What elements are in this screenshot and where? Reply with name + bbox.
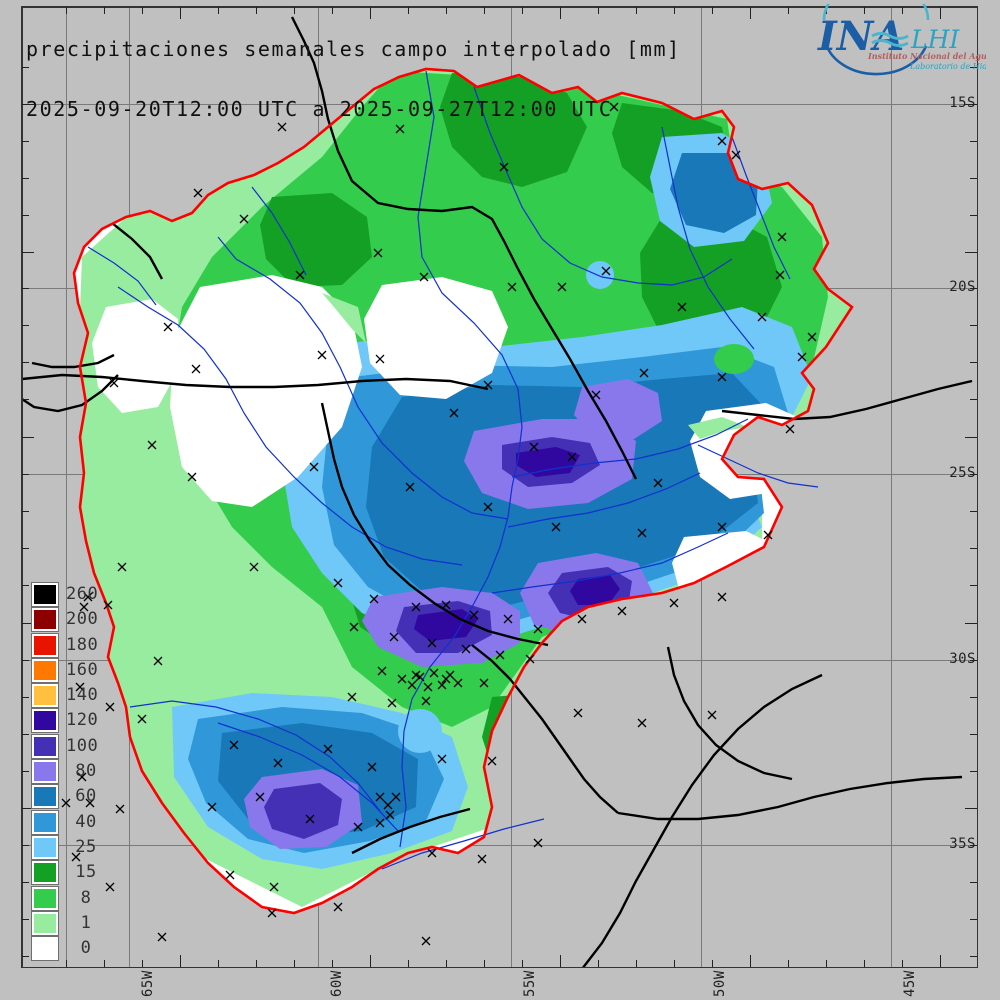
river-ne-trib xyxy=(661,126,755,350)
lat-label-15s: 15S xyxy=(949,95,976,111)
river-uruguay-lower xyxy=(697,444,819,488)
lat-label-25s: 25S xyxy=(949,465,976,481)
country-borders xyxy=(22,16,973,967)
gridline-lon-65w xyxy=(66,7,67,967)
legend-label-200: 200 xyxy=(66,609,99,630)
figure-title-block: precipitaciones semanales campo interpol… xyxy=(26,2,681,157)
ina-lhi-logo: INA LHI Instituto Nacional del Agua Labo… xyxy=(810,0,1000,78)
legend-label-260: 260 xyxy=(66,584,99,604)
legend-label-40: 40 xyxy=(75,811,97,832)
legend-label-80: 80 xyxy=(75,761,97,782)
lon-label-55w: 55W xyxy=(522,970,538,997)
legend-swatch-0 xyxy=(31,936,59,962)
legend-swatch-60 xyxy=(31,784,59,810)
legend-label-25: 25 xyxy=(75,836,97,857)
coast-rio-plata-s xyxy=(351,807,471,855)
logo-wave-2 xyxy=(871,39,909,47)
legend-label-0: 0 xyxy=(80,938,92,959)
legend-label-60: 60 xyxy=(75,786,97,807)
legend-label-160: 160 xyxy=(66,659,99,680)
precip-dry-core xyxy=(92,275,808,615)
lon-label-60w: 60W xyxy=(329,970,345,997)
logo-sub-text: LHI xyxy=(910,25,960,54)
legend-swatch-80 xyxy=(31,759,59,785)
lat-label-35s: 35S xyxy=(949,836,976,852)
station-markers xyxy=(61,102,817,946)
river-rio-negro xyxy=(129,700,381,812)
border-west-2 xyxy=(31,353,115,369)
river-nw xyxy=(87,246,157,306)
lat-label-20s: 20S xyxy=(949,279,976,295)
legend-swatch-8 xyxy=(31,885,59,911)
legend-swatch-140 xyxy=(31,683,59,709)
river-parana xyxy=(399,70,523,848)
basin-outline xyxy=(72,67,854,915)
border-bolivia-brazil xyxy=(290,16,638,480)
legend-label-8: 8 xyxy=(80,887,92,908)
precip-pocket-b xyxy=(398,709,442,753)
river-uruguay-south xyxy=(217,722,399,832)
title-period: 2025-09-20T12:00 UTC a 2025-09-27T12:00 … xyxy=(26,96,613,121)
river-east-trib-2 xyxy=(507,472,701,528)
legend-swatch-25 xyxy=(31,834,59,860)
river-pilcomayo xyxy=(217,236,509,520)
coastline-brazil xyxy=(721,379,973,421)
precipitation-field xyxy=(22,7,977,967)
logo-caption-lhi: Laboratorio de Hidrología xyxy=(909,62,986,71)
legend-swatch-260 xyxy=(31,582,59,607)
coastline-atlantic xyxy=(582,673,823,967)
legend-swatch-15 xyxy=(31,860,59,886)
lat-label-30s: 30S xyxy=(949,651,976,667)
border-argentina-bolivia xyxy=(22,373,489,391)
border-nw-stub xyxy=(111,222,164,280)
legend-label-120: 120 xyxy=(66,710,99,731)
lon-label-45w: 45W xyxy=(902,970,918,997)
precip-halo xyxy=(322,293,748,439)
legend-swatch-100 xyxy=(31,733,59,759)
legend-swatch-200 xyxy=(31,607,59,633)
precip-band-120 xyxy=(414,447,620,641)
page-title: precipitaciones semanales campo interpol… xyxy=(26,37,681,62)
river-east-trib-1 xyxy=(511,418,749,478)
plot-border xyxy=(22,7,977,967)
precip-pocket-a xyxy=(586,261,614,289)
river-plata xyxy=(381,818,545,870)
legend-label-15: 15 xyxy=(75,862,97,883)
precip-bands xyxy=(74,69,852,913)
border-argentina-uruguay xyxy=(471,644,619,814)
river-uruguay-trib xyxy=(491,532,729,594)
border-paraguay xyxy=(320,402,549,647)
map-plot-area xyxy=(21,6,978,968)
legend-swatch-40 xyxy=(31,809,59,835)
border-west xyxy=(22,374,119,413)
legend-swatch-180 xyxy=(31,632,59,658)
legend-swatch-120 xyxy=(31,708,59,734)
logo-wave-1 xyxy=(871,32,909,40)
coastline-ne-uruguay xyxy=(666,646,793,781)
river-north-trib xyxy=(473,86,733,286)
river-nw-2 xyxy=(251,186,307,276)
legend-label-140: 140 xyxy=(66,685,99,706)
logo-svg: INA LHI Instituto Nacional del Agua Labo… xyxy=(817,0,1000,76)
gridline-lat-35s xyxy=(22,845,977,846)
river-network xyxy=(87,70,819,870)
border-uruguay-brazil xyxy=(617,775,963,821)
legend-label-100: 100 xyxy=(66,735,99,756)
station-cluster-parana xyxy=(375,668,463,828)
legend-swatch-160 xyxy=(31,657,59,683)
gridline-lon-45w xyxy=(891,7,892,967)
logo-arc-bottom xyxy=(824,43,928,76)
logo-caption-ina: Instituto Nacional del Agua xyxy=(867,51,986,61)
precip-pocket-c xyxy=(714,344,754,374)
river-ne-trib-2 xyxy=(731,136,791,280)
river-bermejo xyxy=(117,286,463,566)
lon-label-65w: 65W xyxy=(140,970,156,997)
legend-label-1: 1 xyxy=(80,912,92,933)
legend-label-180: 180 xyxy=(66,634,99,655)
legend-swatch-1 xyxy=(31,910,59,936)
lon-label-50w: 50W xyxy=(712,970,728,997)
